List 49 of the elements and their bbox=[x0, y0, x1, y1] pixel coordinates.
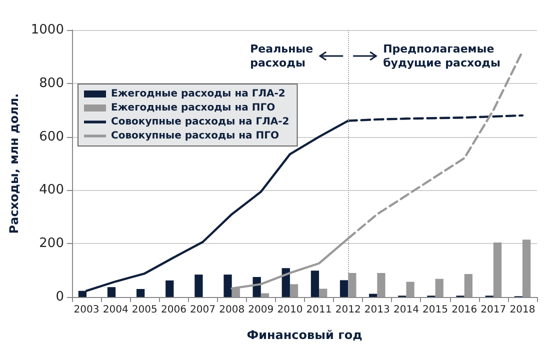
bar bbox=[107, 287, 116, 297]
legend-label: Совокупные расходы на ПГО bbox=[111, 130, 279, 142]
bar bbox=[340, 280, 348, 297]
bar bbox=[224, 274, 232, 297]
x-tick-label: 2005 bbox=[132, 304, 158, 316]
legend-label: Ежегодные расходы на ПГО bbox=[111, 102, 276, 114]
y-tick-label: 200 bbox=[39, 236, 64, 252]
bar bbox=[435, 278, 444, 297]
bar bbox=[377, 272, 386, 297]
bar bbox=[319, 288, 328, 297]
x-tick-label: 2004 bbox=[102, 304, 128, 316]
bar bbox=[522, 240, 531, 297]
x-tick-label: 2018 bbox=[510, 304, 536, 316]
legend-label: Ежегодные расходы на ГЛА-2 bbox=[111, 88, 286, 100]
bar bbox=[136, 288, 145, 297]
x-tick-label: 2008 bbox=[219, 304, 245, 316]
bar bbox=[290, 284, 298, 297]
y-tick-label: 600 bbox=[39, 129, 64, 144]
bar bbox=[493, 242, 502, 297]
y-tick-label: 400 bbox=[39, 182, 64, 198]
x-axis-title: Финансовый год bbox=[246, 328, 363, 342]
x-tick-label: 2011 bbox=[306, 304, 332, 316]
bar bbox=[464, 274, 472, 297]
x-tick-label: 2015 bbox=[422, 304, 448, 316]
annotation: Реальные расходы bbox=[250, 42, 314, 70]
x-tick-label: 2017 bbox=[480, 304, 506, 316]
legend-label: Совокупные расходы на ГЛА-2 bbox=[111, 116, 290, 128]
x-tick-label: 2003 bbox=[74, 304, 100, 316]
bar bbox=[369, 294, 378, 297]
bar bbox=[260, 293, 270, 297]
y-axis-title: Расходы, млн долл. bbox=[7, 93, 21, 234]
x-tick-label: 2006 bbox=[160, 304, 186, 316]
x-tick-label: 2010 bbox=[277, 304, 303, 316]
bar bbox=[282, 268, 290, 297]
x-tick-label: 2014 bbox=[393, 304, 419, 316]
bar bbox=[194, 274, 203, 297]
bar bbox=[348, 272, 356, 297]
y-tick-label: 1000 bbox=[30, 22, 64, 38]
x-tick-label: 2012 bbox=[335, 304, 361, 316]
y-tick-label: 0 bbox=[56, 290, 64, 304]
x-tick-label: 2009 bbox=[248, 304, 274, 316]
annotation: Предполагаемые будущие расходы bbox=[383, 42, 501, 70]
bar bbox=[406, 282, 414, 297]
bar bbox=[310, 270, 320, 297]
x-tick-label: 2016 bbox=[452, 304, 478, 316]
x-tick-label: 2007 bbox=[190, 304, 216, 316]
bar bbox=[166, 280, 174, 297]
x-tick-label: 2013 bbox=[364, 304, 390, 316]
y-tick-label: 800 bbox=[39, 76, 64, 91]
